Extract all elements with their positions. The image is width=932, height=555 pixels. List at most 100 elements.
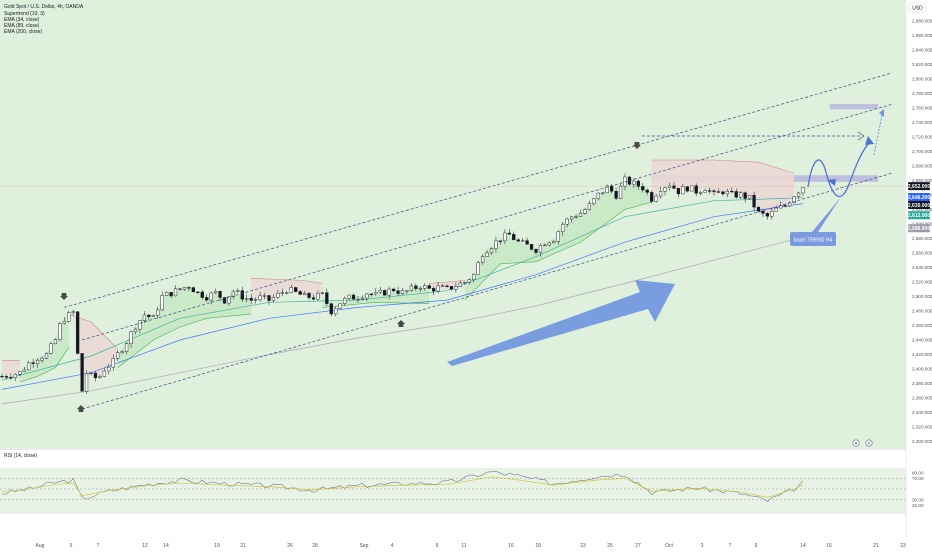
candle[interactable] — [725, 188, 729, 198]
candle[interactable] — [27, 360, 31, 371]
candle[interactable] — [40, 356, 44, 363]
candle[interactable] — [320, 291, 325, 295]
legend-ema34[interactable]: EMA (34, close) — [4, 17, 40, 23]
candle[interactable] — [538, 243, 543, 257]
candle[interactable] — [62, 317, 66, 325]
candle[interactable] — [351, 293, 356, 300]
chart-settings-icon[interactable] — [865, 439, 873, 447]
candle[interactable] — [569, 215, 574, 223]
candle[interactable] — [676, 188, 681, 198]
candle[interactable] — [316, 290, 320, 301]
candle[interactable] — [543, 243, 547, 247]
ema34-line[interactable] — [1, 197, 804, 381]
candle[interactable] — [249, 294, 253, 305]
legend-title[interactable]: Gold Spot / U.S. Dollar, 4h, OANDA — [4, 4, 84, 10]
candle[interactable] — [4, 374, 9, 380]
supertrend-line-6[interactable] — [429, 280, 465, 284]
candle[interactable] — [378, 286, 382, 295]
candle[interactable] — [240, 286, 244, 303]
candle[interactable] — [774, 205, 778, 212]
price-tag[interactable] — [908, 211, 930, 220]
candle[interactable] — [667, 182, 672, 191]
candle[interactable] — [592, 198, 596, 206]
candle[interactable] — [583, 207, 587, 215]
candle[interactable] — [120, 350, 124, 355]
candle[interactable] — [298, 290, 302, 295]
candle[interactable] — [387, 286, 391, 300]
candle[interactable] — [156, 306, 160, 319]
candle[interactable] — [102, 367, 106, 378]
candle[interactable] — [498, 240, 503, 245]
candle[interactable] — [18, 371, 22, 377]
candle[interactable] — [801, 186, 805, 196]
candle[interactable] — [209, 291, 213, 305]
candle[interactable] — [565, 217, 569, 228]
candle[interactable] — [672, 182, 676, 189]
candle[interactable] — [271, 294, 276, 303]
candle[interactable] — [454, 282, 458, 293]
candle[interactable] — [151, 314, 155, 317]
candle[interactable] — [391, 287, 396, 293]
price-tag[interactable] — [908, 182, 930, 191]
candle[interactable] — [191, 286, 195, 293]
candle[interactable] — [752, 191, 756, 212]
candle[interactable] — [222, 297, 227, 304]
candle[interactable] — [338, 303, 342, 309]
candle[interactable] — [236, 288, 240, 293]
candle[interactable] — [503, 229, 507, 245]
target-zone[interactable] — [829, 104, 878, 110]
candle[interactable] — [663, 186, 667, 196]
candle[interactable] — [98, 374, 102, 379]
candle[interactable] — [423, 283, 427, 291]
candle[interactable] — [13, 373, 17, 381]
ema200-line[interactable] — [1, 236, 804, 405]
candle[interactable] — [111, 354, 115, 371]
candle[interactable] — [699, 191, 703, 196]
candle[interactable] — [556, 230, 560, 245]
candle[interactable] — [658, 186, 663, 199]
price-tag[interactable] — [908, 201, 930, 210]
candle[interactable] — [650, 190, 654, 204]
candle[interactable] — [440, 283, 445, 287]
candle[interactable] — [267, 295, 271, 305]
candle[interactable] — [547, 242, 551, 247]
supertrend-line-4[interactable] — [251, 278, 323, 284]
candle[interactable] — [133, 327, 138, 335]
candle[interactable] — [472, 273, 476, 283]
candle[interactable] — [343, 296, 347, 306]
scale-settings-icon[interactable] — [852, 439, 860, 447]
candle[interactable] — [400, 287, 405, 295]
supertrend-line-2[interactable] — [68, 314, 118, 349]
rsi-legend[interactable]: RSI (14, close) — [4, 453, 37, 459]
candle[interactable] — [605, 184, 609, 194]
candle[interactable] — [44, 352, 49, 360]
candle[interactable] — [178, 288, 182, 291]
candle[interactable] — [374, 288, 378, 296]
candle[interactable] — [694, 183, 698, 196]
candle[interactable] — [67, 310, 71, 323]
candle[interactable] — [196, 291, 200, 294]
candle[interactable] — [22, 366, 26, 373]
candle[interactable] — [534, 248, 538, 255]
candle[interactable] — [302, 290, 307, 295]
candle[interactable] — [58, 322, 62, 342]
candle[interactable] — [129, 330, 133, 348]
candle[interactable] — [93, 371, 98, 382]
candle[interactable] — [307, 292, 311, 301]
candle[interactable] — [739, 191, 743, 199]
candle[interactable] — [721, 190, 725, 197]
candle[interactable] — [227, 296, 231, 306]
legend-ema89[interactable]: EMA (89, close) — [4, 23, 40, 29]
candle[interactable] — [743, 191, 747, 203]
top-marker-arrow-aug[interactable] — [60, 293, 68, 300]
candle[interactable] — [507, 229, 511, 235]
candle[interactable] — [53, 338, 58, 345]
candle[interactable] — [578, 209, 583, 218]
price-axis[interactable] — [906, 0, 932, 538]
candle[interactable] — [369, 292, 373, 297]
rsi-ma-line[interactable] — [1, 476, 804, 498]
candle[interactable] — [703, 188, 707, 193]
candle[interactable] — [436, 281, 440, 294]
supertrend-line-3[interactable] — [117, 313, 252, 368]
